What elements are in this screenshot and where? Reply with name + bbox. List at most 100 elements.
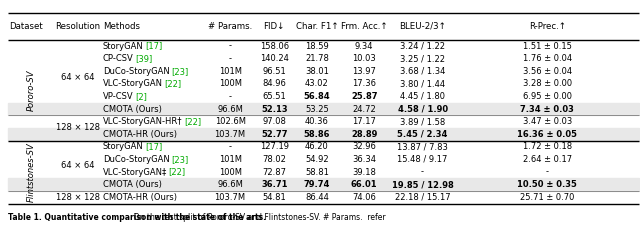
Text: 65.51: 65.51 [262,92,286,101]
Text: 17.36: 17.36 [352,79,376,88]
Text: 28.89: 28.89 [351,130,378,139]
Text: [17]: [17] [145,42,163,51]
Text: 3.24 / 1.22: 3.24 / 1.22 [400,42,445,51]
Text: [2]: [2] [135,92,147,101]
Text: 79.74: 79.74 [304,180,330,189]
Bar [8,103,639,115]
Text: -: - [421,168,424,177]
Text: BLEU-2/3↑: BLEU-2/3↑ [399,22,446,31]
Text: CMOTA (Ours): CMOTA (Ours) [103,180,162,189]
Text: 22.18 / 15.17: 22.18 / 15.17 [395,193,451,202]
Text: 17.17: 17.17 [352,117,376,126]
Text: DuCo-StoryGAN: DuCo-StoryGAN [103,67,170,76]
Bar [8,128,639,141]
Text: 13.87 / 7.83: 13.87 / 7.83 [397,142,448,151]
Text: 74.06: 74.06 [352,193,376,202]
Text: 56.84: 56.84 [303,92,330,101]
Text: -: - [228,142,232,151]
Text: Flintstones-SV: Flintstones-SV [26,142,36,202]
Text: 54.81: 54.81 [262,193,286,202]
Text: 40.36: 40.36 [305,117,329,126]
Text: 13.97: 13.97 [352,67,376,76]
Text: 158.06: 158.06 [260,42,289,51]
Text: 36.71: 36.71 [261,180,287,189]
Text: R-Prec.↑: R-Prec.↑ [529,22,566,31]
Text: 3.80 / 1.44: 3.80 / 1.44 [400,79,445,88]
Text: 127.19: 127.19 [260,142,289,151]
Text: 10.03: 10.03 [353,54,376,63]
Text: 100M: 100M [219,168,242,177]
Text: DuCo-StoryGAN: DuCo-StoryGAN [103,155,170,164]
Text: 21.78: 21.78 [305,54,329,63]
Text: 128 × 128: 128 × 128 [56,124,100,132]
Text: VLC-StoryGAN‡: VLC-StoryGAN‡ [103,168,167,177]
Text: -: - [546,168,548,177]
Bar [8,178,639,191]
Text: 66.01: 66.01 [351,180,378,189]
Text: 6.95 ± 0.00: 6.95 ± 0.00 [523,92,572,101]
Text: 1.72 ± 0.18: 1.72 ± 0.18 [523,142,572,151]
Text: [23]: [23] [171,155,188,164]
Text: On the test split of Pororo-SV and Flintstones-SV. # Params.  refer: On the test split of Pororo-SV and Flint… [129,213,385,222]
Text: [22]: [22] [184,117,201,126]
Text: 97.08: 97.08 [262,117,286,126]
Text: 2.64 ± 0.17: 2.64 ± 0.17 [523,155,572,164]
Text: CP-CSV: CP-CSV [103,54,134,63]
Text: [17]: [17] [145,142,163,151]
Text: -: - [228,42,232,51]
Text: VLC-StoryGAN-HR†: VLC-StoryGAN-HR† [103,117,182,126]
Text: 3.68 / 1.34: 3.68 / 1.34 [400,67,445,76]
Text: 3.28 ± 0.00: 3.28 ± 0.00 [523,79,572,88]
Text: 52.77: 52.77 [261,130,287,139]
Text: 72.87: 72.87 [262,168,286,177]
Text: 3.47 ± 0.03: 3.47 ± 0.03 [523,117,572,126]
Text: Char. F1↑: Char. F1↑ [296,22,338,31]
Text: 9.34: 9.34 [355,42,374,51]
Text: 4.45 / 1.80: 4.45 / 1.80 [400,92,445,101]
Text: 16.36 ± 0.05: 16.36 ± 0.05 [517,130,577,139]
Text: 53.25: 53.25 [305,105,329,113]
Text: Frm. Acc.↑: Frm. Acc.↑ [341,22,388,31]
Text: CMOTA-HR (Ours): CMOTA-HR (Ours) [103,130,177,139]
Text: [22]: [22] [164,79,181,88]
Text: 96.6M: 96.6M [217,105,243,113]
Text: 36.34: 36.34 [352,155,376,164]
Text: 140.24: 140.24 [260,54,289,63]
Text: 1.51 ± 0.15: 1.51 ± 0.15 [523,42,572,51]
Text: 102.6M: 102.6M [214,117,246,126]
Text: 3.25 / 1.22: 3.25 / 1.22 [400,54,445,63]
Text: -: - [228,54,232,63]
Text: 86.44: 86.44 [305,193,329,202]
Text: 54.92: 54.92 [305,155,329,164]
Text: 58.86: 58.86 [303,130,330,139]
Text: 24.72: 24.72 [353,105,376,113]
Text: 19.85 / 12.98: 19.85 / 12.98 [392,180,454,189]
Text: 3.56 ± 0.04: 3.56 ± 0.04 [523,67,572,76]
Text: [22]: [22] [168,168,186,177]
Text: StoryGAN: StoryGAN [103,142,144,151]
Text: VP-CSV: VP-CSV [103,92,134,101]
Text: [23]: [23] [171,67,188,76]
Text: 96.6M: 96.6M [217,180,243,189]
Text: 84.96: 84.96 [262,79,286,88]
Text: 32.96: 32.96 [352,142,376,151]
Text: 128 × 128: 128 × 128 [56,193,100,202]
Text: 15.48 / 9.17: 15.48 / 9.17 [397,155,448,164]
Text: 5.45 / 2.34: 5.45 / 2.34 [397,130,448,139]
Text: 103.7M: 103.7M [214,193,246,202]
Text: Dataset: Dataset [10,22,44,31]
Text: 46.20: 46.20 [305,142,329,151]
Text: 64 × 64: 64 × 64 [61,161,95,170]
Text: 4.58 / 1.90: 4.58 / 1.90 [397,105,447,113]
Text: 96.51: 96.51 [262,67,286,76]
Text: 43.02: 43.02 [305,79,329,88]
Text: 58.81: 58.81 [305,168,329,177]
Text: 38.01: 38.01 [305,67,329,76]
Text: 25.87: 25.87 [351,92,378,101]
Text: Table 1. Quantitative comparison with the state of the arts.: Table 1. Quantitative comparison with th… [8,213,266,222]
Text: Methods: Methods [103,22,140,31]
Text: 18.59: 18.59 [305,42,329,51]
Text: FID↓: FID↓ [264,22,285,31]
Text: 1.76 ± 0.04: 1.76 ± 0.04 [523,54,572,63]
Text: 100M: 100M [219,79,242,88]
